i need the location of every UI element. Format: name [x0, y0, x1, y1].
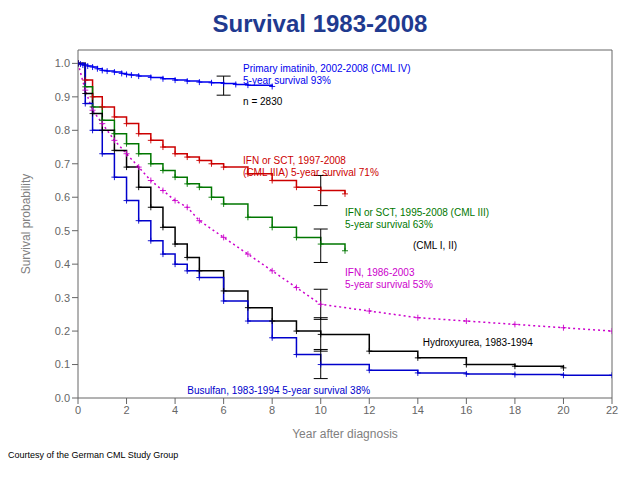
svg-text:Hydroxyurea, 1983-1994: Hydroxyurea, 1983-1994: [423, 336, 534, 347]
svg-text:Year after diagnosis: Year after diagnosis: [292, 427, 398, 441]
svg-text:0.5: 0.5: [55, 225, 70, 237]
svg-text:18: 18: [509, 404, 521, 416]
svg-text:Survival probability: Survival probability: [19, 174, 33, 275]
svg-text:12: 12: [363, 404, 375, 416]
svg-text:1.0: 1.0: [55, 57, 70, 69]
svg-text:4: 4: [172, 404, 178, 416]
svg-text:0.1: 0.1: [55, 358, 70, 370]
svg-text:20: 20: [557, 404, 569, 416]
svg-text:0.0: 0.0: [55, 392, 70, 404]
svg-text:0.4: 0.4: [55, 258, 70, 270]
svg-text:n = 2830: n = 2830: [243, 96, 283, 107]
svg-text:0.9: 0.9: [55, 91, 70, 103]
svg-text:14: 14: [412, 404, 424, 416]
svg-text:6: 6: [221, 404, 227, 416]
svg-text:0.8: 0.8: [55, 124, 70, 136]
svg-text:0: 0: [75, 404, 81, 416]
svg-text:IFN or SCT, 1995-2008 (CML III: IFN or SCT, 1995-2008 (CML III)5-year su…: [345, 207, 489, 230]
svg-text:0.7: 0.7: [55, 158, 70, 170]
svg-text:Busulfan, 1983-1994 5-year sur: Busulfan, 1983-1994 5-year survival 38%: [187, 384, 370, 395]
html-text:Survival 1983-2008: Survival 1983-2008: [212, 10, 428, 37]
svg-text:8: 8: [269, 404, 275, 416]
svg-text:0.3: 0.3: [55, 292, 70, 304]
svg-text:16: 16: [460, 404, 472, 416]
svg-text:10: 10: [315, 404, 327, 416]
svg-text:(CML I, II): (CML I, II): [413, 239, 457, 250]
svg-text:IFN, 1986-20035-year survival: IFN, 1986-20035-year survival 53%: [345, 267, 433, 290]
svg-text:0.6: 0.6: [55, 191, 70, 203]
svg-text:22: 22: [606, 404, 618, 416]
html-text:Courtesy of the German CML Stu: Courtesy of the German CML Study Group: [8, 450, 179, 460]
svg-text:Primary imatinib, 2002-2008 (C: Primary imatinib, 2002-2008 (CML IV)5-ye…: [243, 63, 410, 86]
svg-text:0.2: 0.2: [55, 325, 70, 337]
svg-text:2: 2: [123, 404, 129, 416]
svg-text:IFN or SCT, 1997-2008(CML IIIA: IFN or SCT, 1997-2008(CML IIIA) 5-year s…: [243, 155, 379, 178]
